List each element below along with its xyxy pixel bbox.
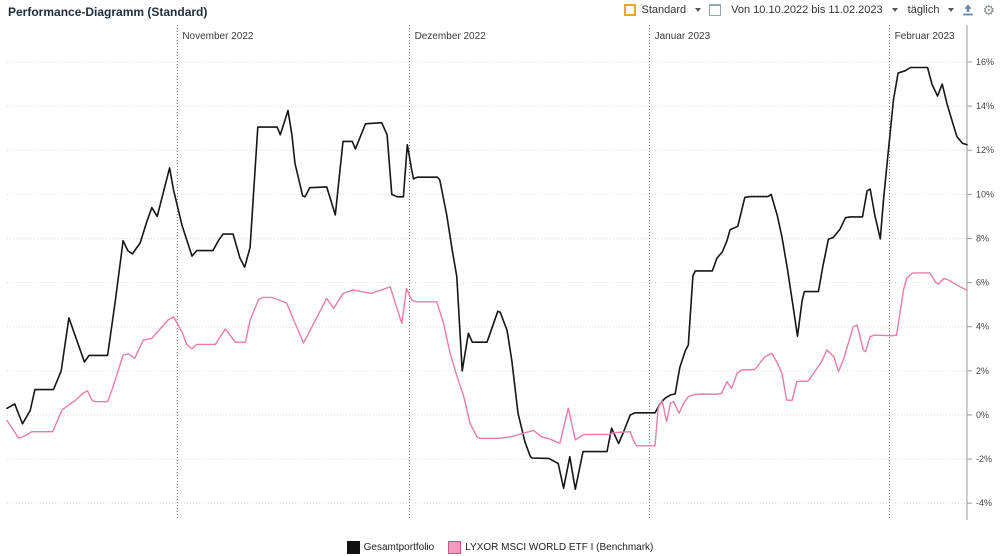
chevron-down-icon [948, 8, 955, 12]
y-tick-label: -2% [976, 454, 992, 464]
gear-icon: ⚙ [982, 2, 995, 18]
y-tick-label: 12% [976, 145, 994, 155]
view-selector-label: Standard [641, 4, 687, 16]
legend-label: Gesamtportfolio [363, 542, 435, 553]
y-tick-label: 14% [976, 101, 994, 111]
legend-swatch-gesamtportfolio [346, 541, 360, 554]
chart-legend: Gesamtportfolio LYXOR MSCI WORLD ETF I (… [0, 541, 1000, 554]
y-tick-label: 0% [976, 410, 989, 420]
chevron-down-icon [695, 8, 702, 12]
interval-label: täglich [907, 4, 940, 16]
page-title: Performance-Diagramm (Standard) [8, 5, 208, 19]
orange-square-icon [624, 4, 637, 16]
y-tick-label: 6% [976, 278, 989, 288]
upload-icon [963, 4, 974, 16]
performance-chart: 16% 14% 12% 10% 8% 6% 4% 2% 0% -2% -4% November 202… [6, 25, 994, 520]
y-tick-label: 4% [976, 322, 989, 332]
view-selector[interactable]: Standard [624, 4, 702, 16]
month-marker-label: November 2022 [182, 31, 254, 42]
month-marker-label: Februar 2023 [895, 31, 955, 42]
y-tick-label: 16% [976, 57, 994, 67]
month-marker-label: Dezember 2022 [415, 31, 487, 42]
date-range-label: Von 10.10.2022 bis 11.02.2023 [731, 4, 883, 16]
y-tick-label: 10% [976, 189, 994, 199]
settings-button[interactable]: ⚙ [982, 2, 995, 18]
legend-item-benchmark: LYXOR MSCI WORLD ETF I (Benchmark) [448, 541, 653, 554]
window-button[interactable] [701, 4, 731, 16]
export-button[interactable] [962, 4, 974, 16]
month-marker-label: Januar 2023 [655, 31, 711, 42]
y-tick-label: 2% [976, 366, 989, 376]
series-line-benchmark [6, 272, 968, 447]
window-icon [709, 4, 722, 16]
interval-selector[interactable]: täglich [908, 4, 955, 16]
legend-item-gesamtportfolio: Gesamtportfolio [346, 541, 435, 554]
date-range-selector[interactable]: Von 10.10.2022 bis 11.02.2023 [731, 4, 898, 16]
chart-toolbar: Standard Von 10.10.2022 bis 11.02.2023 t… [624, 2, 995, 18]
series-line-gesamtportfolio [6, 66, 968, 491]
y-tick-label: -4% [976, 498, 992, 508]
legend-label: LYXOR MSCI WORLD ETF I (Benchmark) [465, 542, 654, 553]
legend-swatch-benchmark [448, 541, 462, 554]
y-tick-label: 8% [976, 233, 989, 243]
chevron-down-icon [891, 8, 898, 12]
